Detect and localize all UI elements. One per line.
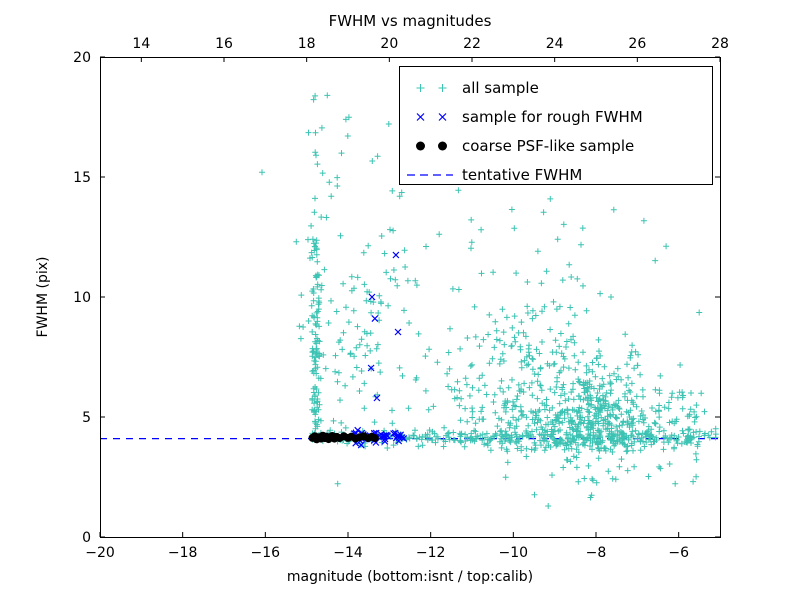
plot-title: FWHM vs magnitudes — [329, 12, 492, 30]
scatter-series-layer — [259, 92, 719, 509]
series-all-sample — [259, 92, 719, 509]
x-tick-label: −16 — [251, 545, 281, 561]
top-tick-label: 18 — [298, 36, 316, 52]
legend-label-psf-like: coarse PSF-like sample — [462, 137, 634, 155]
top-tick-label: 24 — [546, 36, 564, 52]
legend-box — [399, 66, 713, 185]
y-tick-label: 0 — [82, 530, 91, 546]
plus-marker-icon — [416, 84, 447, 92]
top-tick-label: 28 — [711, 36, 729, 52]
series-psf-like — [308, 431, 379, 444]
y-tick-label: 5 — [82, 410, 91, 426]
y-axis-label: FWHM (pix) — [35, 257, 51, 338]
x-tick-label: −10 — [499, 545, 529, 561]
x-tick-label: −8 — [586, 545, 607, 561]
top-tick-label: 26 — [628, 36, 646, 52]
legend-entry-all-sample: all sample — [416, 79, 539, 97]
axis-ticks-layer: −20 −18 −16 −14 −12 −10 −8 −6 14 16 18 20 22 24 26 28 0 5… — [73, 36, 729, 561]
x-axis-label: magnitude (bottom:isnt / top:calib) — [287, 569, 533, 585]
legend-label-rough-fwhm: sample for rough FWHM — [462, 108, 643, 126]
top-tick-label: 16 — [215, 36, 233, 52]
legend-label-all-sample: all sample — [462, 79, 539, 97]
x-tick-label: −14 — [333, 545, 363, 561]
legend-entry-rough-fwhm: sample for rough FWHM — [416, 108, 643, 126]
legend-entry-psf-like: coarse PSF-like sample — [416, 137, 634, 155]
y-tick-label: 10 — [73, 290, 91, 306]
y-tick-label: 15 — [73, 170, 91, 186]
x-tick-label: −18 — [168, 545, 198, 561]
x-tick-label: −6 — [668, 545, 689, 561]
top-tick-label: 14 — [132, 36, 150, 52]
top-tick-label: 20 — [380, 36, 398, 52]
x-marker-icon — [416, 113, 447, 121]
dot-marker-icon — [416, 141, 425, 151]
top-tick-label: 22 — [463, 36, 481, 52]
legend-label-tentative-fwhm: tentative FWHM — [462, 166, 582, 184]
y-tick-label: 20 — [73, 50, 91, 66]
x-tick-label: −12 — [416, 545, 446, 561]
legend: all sample sample for rough FWHM coarse … — [399, 66, 713, 185]
dot-marker-icon — [438, 141, 447, 151]
legend-entry-tentative-fwhm: tentative FWHM — [407, 166, 582, 184]
x-tick-label: −20 — [85, 545, 115, 561]
